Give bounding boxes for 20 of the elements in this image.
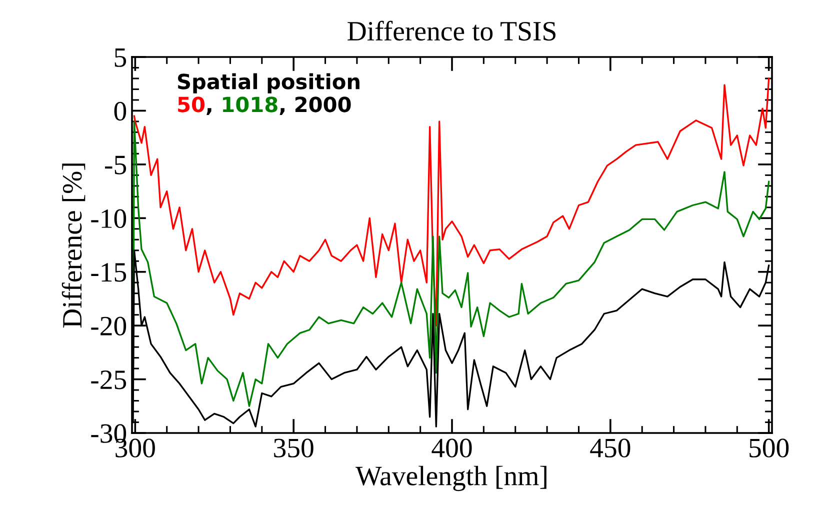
chart-title: Difference to TSIS [348,20,556,41]
x-tick-label: 350 [274,438,314,458]
x-tick-label: 500 [750,438,789,458]
y-tick-label: -5 [105,156,126,174]
y-tick-label: -25 [91,370,126,390]
y-axis-title: Difference [%] [62,164,86,328]
x-tick-label: 400 [432,438,472,458]
legend-title: Spatial position [178,73,360,94]
y-tick-label: -10 [91,209,126,228]
annotation: , [280,108,284,115]
text: 2000 [295,96,351,112]
y-tick-label: 0 [114,102,126,121]
text: 1018 [223,96,278,112]
series-label: 50 [178,96,204,112]
x-tick-label: 450 [590,438,630,458]
x-axis-title: Wavelength [nm] [356,466,546,492]
y-tick-label: -15 [91,263,126,282]
y-tick-label: -20 [91,316,126,336]
annotation: , [206,108,212,115]
y-tick-label: 5 [114,48,126,67]
